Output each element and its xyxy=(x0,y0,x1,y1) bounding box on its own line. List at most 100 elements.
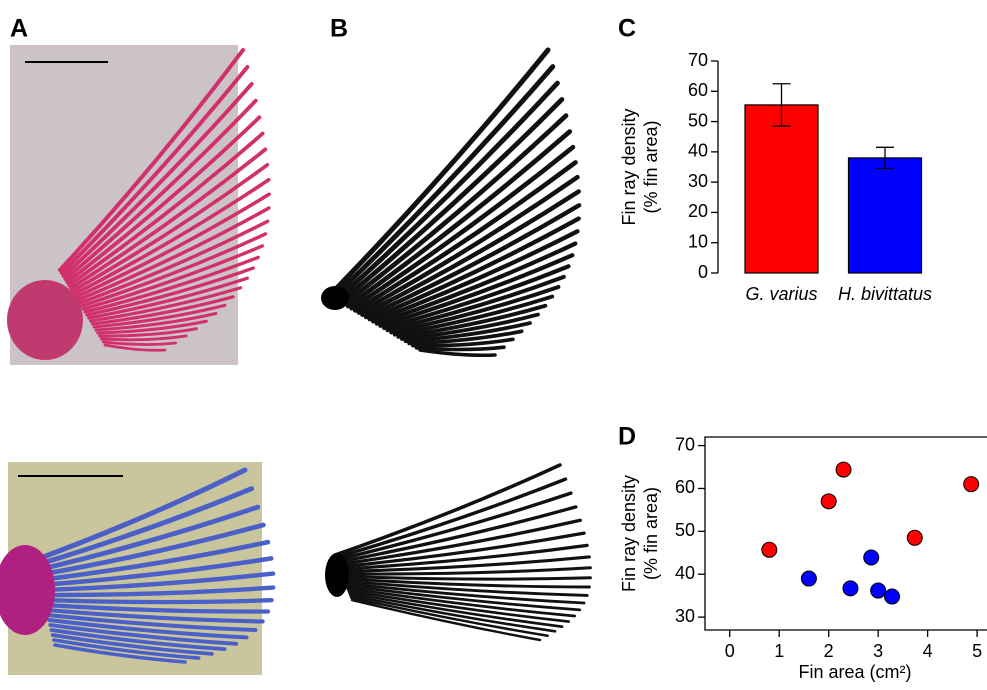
fin-ray xyxy=(339,555,591,574)
fin-ray xyxy=(41,585,276,598)
fin-ray xyxy=(78,219,270,305)
fin-ray xyxy=(67,131,265,287)
x-tick-label: 0 xyxy=(725,641,735,661)
fin-ray xyxy=(94,311,218,332)
fin-ray xyxy=(381,264,571,331)
fin-ray xyxy=(334,477,568,560)
fin-ray xyxy=(337,531,586,569)
fin-ray xyxy=(349,144,576,311)
fin-ray xyxy=(340,566,592,576)
fin-ray xyxy=(350,598,542,642)
fin-ray xyxy=(58,48,245,272)
bar xyxy=(744,104,819,274)
y-axis-label: (% fin area) xyxy=(641,120,661,213)
fin-ray xyxy=(418,348,497,358)
panel-label: D xyxy=(618,423,636,451)
fin-ray xyxy=(48,623,239,646)
fin-ray xyxy=(396,303,548,339)
point xyxy=(963,476,980,493)
fin-ray xyxy=(47,618,249,640)
fin-ray xyxy=(74,192,271,299)
fin-ray xyxy=(38,556,274,588)
fin-ray xyxy=(392,294,555,337)
x-tick-label: G. varius xyxy=(745,284,817,304)
x-tick-label: 2 xyxy=(824,641,834,661)
fin-base xyxy=(0,545,55,635)
fin-ray xyxy=(331,64,556,300)
fin-ray xyxy=(98,327,198,338)
fin-base xyxy=(321,286,349,310)
y-tick-label: 60 xyxy=(675,477,695,497)
fin-ray xyxy=(76,206,271,302)
fin-ray xyxy=(49,628,227,652)
fin-ray xyxy=(53,643,187,664)
fin-ray xyxy=(407,329,524,346)
fin-ray xyxy=(343,579,589,597)
fin-ray xyxy=(348,593,557,633)
y-tick-label: 20 xyxy=(688,201,708,221)
fin-ray xyxy=(81,244,265,311)
fin-ray xyxy=(403,321,532,344)
fin-ray xyxy=(90,295,235,326)
y-tick-label: 70 xyxy=(688,50,708,70)
fin-ray xyxy=(344,582,586,605)
fin-ray xyxy=(103,343,167,352)
y-tick-label: 0 xyxy=(698,262,708,282)
fin-ray xyxy=(83,255,260,314)
y-axis-label: (% fin area) xyxy=(641,487,661,580)
error-bar xyxy=(772,83,791,127)
point xyxy=(906,529,923,546)
y-axis-label: Fin ray density xyxy=(619,475,639,592)
fin-ray xyxy=(327,47,551,298)
x-tick-label: 5 xyxy=(972,641,982,661)
y-tick-label: 50 xyxy=(675,520,695,540)
fin-ray xyxy=(345,129,573,309)
fin-drawings xyxy=(0,47,592,664)
y-tick-label: 40 xyxy=(688,141,708,161)
fin-ray xyxy=(65,115,262,284)
fin-ray xyxy=(342,113,569,307)
x-tick-label: H. bivittatus xyxy=(838,284,932,304)
fin-ray xyxy=(89,286,243,323)
fin-ray xyxy=(349,596,549,637)
fin-ray xyxy=(96,319,208,335)
y-tick-label: 70 xyxy=(675,434,695,454)
fin-ray xyxy=(68,147,268,290)
point xyxy=(835,461,852,478)
fin-ray xyxy=(45,612,258,633)
fin-ray xyxy=(333,463,562,557)
fin-ray xyxy=(87,276,249,320)
fin-ray xyxy=(72,177,271,296)
fin-ray xyxy=(356,174,580,315)
fin-ray xyxy=(101,340,178,346)
fin-ray xyxy=(348,591,564,628)
fin-ray xyxy=(374,241,578,326)
point xyxy=(842,580,859,597)
y-tick-label: 60 xyxy=(688,80,708,100)
fin-ray xyxy=(410,337,515,348)
fin-ray xyxy=(341,574,592,581)
fin-ray xyxy=(336,505,578,564)
panel-label: C xyxy=(618,15,636,43)
fin-ray xyxy=(367,216,581,322)
fin-ray xyxy=(346,586,577,618)
fin-ray xyxy=(335,491,573,562)
fin-ray xyxy=(342,577,591,589)
fin-ray xyxy=(59,65,250,275)
x-tick-label: 1 xyxy=(774,641,784,661)
fin-ray xyxy=(63,98,258,281)
fin-ray xyxy=(61,81,254,278)
fin-ray xyxy=(338,543,589,571)
x-axis-label: Fin area (cm²) xyxy=(798,662,911,682)
fin-ray xyxy=(33,486,255,568)
fin-ray xyxy=(400,312,540,341)
fin-ray xyxy=(360,189,581,318)
fin-ray xyxy=(371,229,580,324)
fin-ray xyxy=(378,253,575,328)
point xyxy=(800,570,817,587)
fin-ray xyxy=(39,571,276,593)
point xyxy=(761,541,778,558)
panel-label: A xyxy=(10,15,28,43)
fin-ray xyxy=(42,597,274,605)
